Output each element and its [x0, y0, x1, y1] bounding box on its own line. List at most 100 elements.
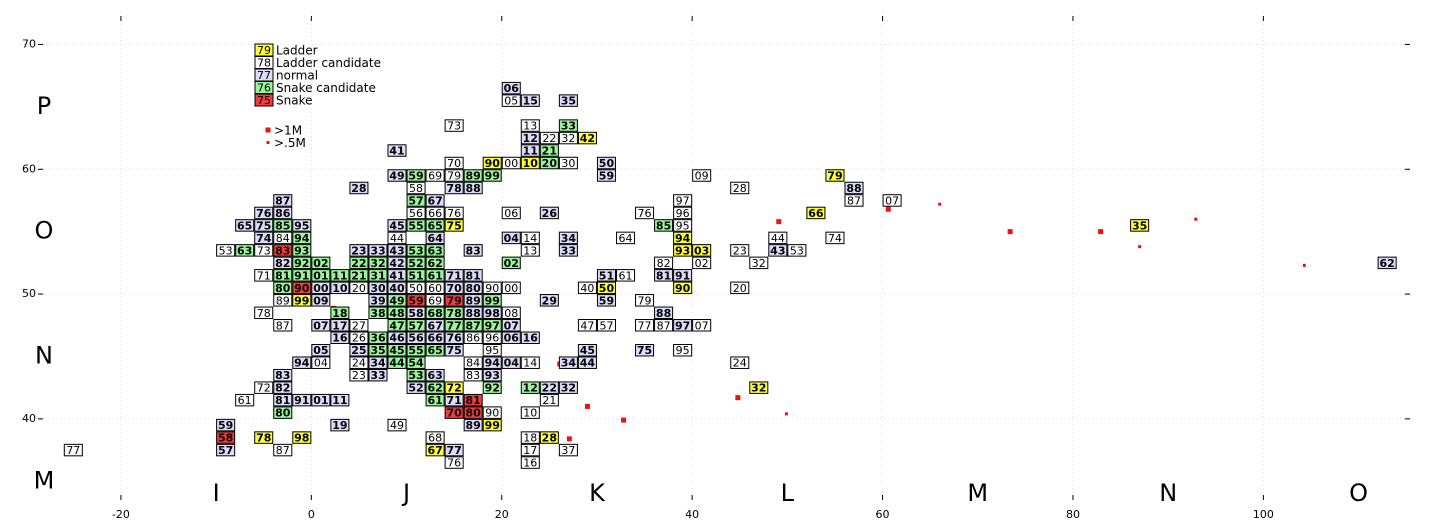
grid-square: 97 [673, 194, 693, 207]
square-box [311, 269, 331, 282]
grid-square: 88 [654, 306, 674, 320]
grid-square: 55 [406, 343, 426, 357]
square-box [444, 156, 464, 170]
grid-square: 80 [273, 406, 293, 420]
square-box [273, 219, 293, 232]
square-label: 01 [313, 394, 328, 407]
grid-square: 57 [406, 194, 426, 207]
square-box [387, 418, 407, 432]
square-label: 80 [466, 282, 482, 295]
square-label: 51 [599, 269, 614, 282]
square-box [463, 294, 483, 307]
square-label: 92 [294, 257, 309, 270]
square-box [520, 456, 540, 469]
square-label: 31 [370, 269, 385, 282]
square-label: 16 [523, 457, 537, 470]
grid-square: 76 [444, 456, 464, 470]
square-box [273, 443, 293, 457]
grid-square: 28 [539, 431, 559, 445]
square-box [254, 219, 274, 232]
grid-square: 44 [577, 356, 597, 370]
grid-square: 12 [520, 381, 540, 395]
square-label: 55 [408, 219, 423, 232]
square-box [444, 456, 464, 469]
square-label: 85 [656, 219, 671, 232]
square-label: 94 [294, 232, 310, 245]
square-box [349, 356, 369, 369]
square-box [806, 206, 826, 220]
square-box [692, 256, 712, 270]
square-label: 82 [275, 257, 290, 270]
square-label: 59 [599, 294, 614, 307]
grid-square: 14 [520, 356, 540, 370]
square-label: 11 [523, 145, 538, 158]
square-label: 87 [275, 194, 290, 207]
square-label: 47 [389, 319, 404, 332]
square-label: 66 [808, 207, 824, 220]
grid-square: 65 [425, 343, 445, 357]
square-box [463, 319, 483, 332]
square-box [577, 356, 597, 369]
square-label: 63 [237, 244, 252, 257]
square-label: 35 [370, 344, 385, 357]
square-box [216, 443, 236, 457]
square-label: 77 [446, 319, 461, 332]
grid-square: 20 [349, 281, 369, 295]
square-box [482, 406, 502, 419]
city-marker [265, 127, 271, 133]
square-box [673, 269, 693, 282]
square-label: 10 [523, 407, 537, 420]
grid-square: 76 [444, 206, 464, 220]
square-label: 00 [313, 282, 329, 295]
square-box [520, 381, 540, 394]
square-label: 44 [390, 232, 404, 245]
grid-square: 93 [482, 368, 502, 382]
square-box [482, 343, 502, 357]
grid-square: 65 [425, 219, 445, 232]
grid-square: 61 [425, 393, 445, 407]
grid-square: 85 [273, 219, 293, 232]
grid-square: 24 [730, 356, 750, 370]
grid-square: 84 [463, 356, 483, 370]
grid-square: 87 [463, 319, 483, 332]
square-label: 66 [428, 207, 442, 220]
legend-label: >.5M [274, 136, 306, 150]
city-marker [584, 403, 590, 409]
square-label: 67 [427, 194, 442, 207]
square-label: 56 [409, 207, 423, 220]
square-box [216, 418, 236, 432]
square-box [482, 169, 502, 182]
square-label: 26 [352, 332, 366, 345]
grid-square: 41 [387, 144, 407, 158]
square-box [235, 219, 255, 232]
square-box [501, 81, 521, 95]
square-box [425, 206, 445, 220]
square-label: 89 [466, 419, 481, 432]
square-label: 51 [408, 269, 423, 282]
grid-square: 29 [539, 294, 559, 307]
square-box [482, 368, 502, 382]
square-box [387, 319, 407, 332]
grid-square: 70 [444, 156, 464, 170]
square-label: 93 [675, 244, 690, 257]
square-label: 76 [256, 207, 272, 220]
grid-square: 33 [558, 119, 578, 133]
square-label: 14 [523, 357, 537, 370]
grid-square: 79 [444, 294, 464, 307]
grid-square: 22 [349, 256, 369, 270]
grid-square: 21 [349, 269, 369, 282]
grid-square: 87 [273, 319, 293, 332]
square-box [673, 231, 693, 245]
square-label: 95 [676, 219, 690, 232]
square-box [444, 269, 464, 282]
square-box [463, 181, 483, 195]
square-label: 24 [352, 357, 366, 370]
square-label: 40 [389, 282, 405, 295]
square-box [673, 319, 693, 332]
square-box [444, 343, 464, 357]
square-box [273, 194, 293, 207]
grid-square: 09 [311, 294, 331, 307]
square-label: 57 [599, 319, 613, 332]
square-label: 87 [657, 319, 671, 332]
